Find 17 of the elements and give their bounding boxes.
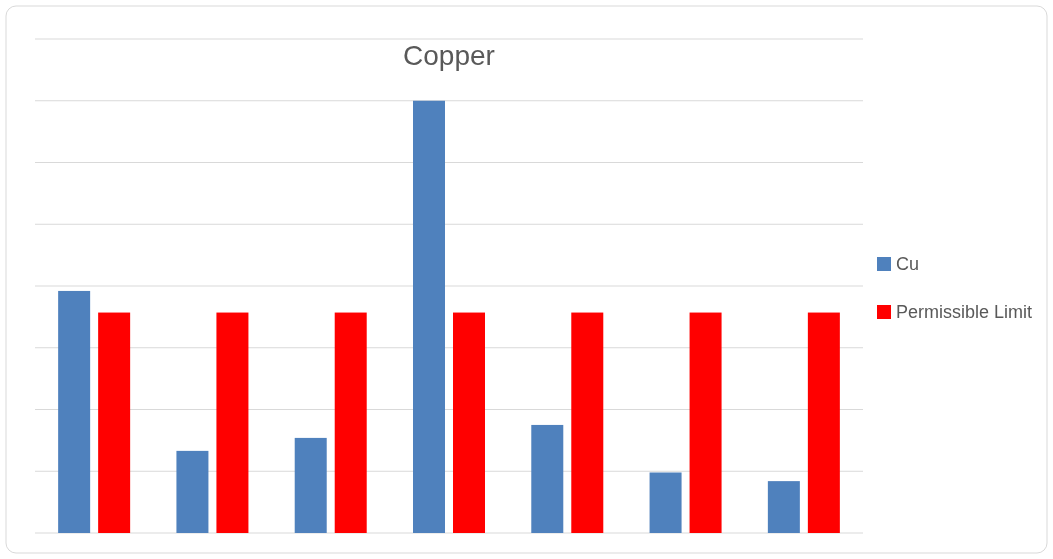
bar [689, 312, 722, 533]
legend-label: Cu [896, 254, 920, 274]
bar [531, 424, 564, 533]
bar [571, 312, 604, 533]
bar [453, 312, 485, 533]
bar [807, 312, 840, 533]
bar [767, 481, 800, 533]
bar [98, 312, 131, 533]
bar [649, 472, 682, 533]
bar [58, 290, 91, 533]
bar [334, 312, 367, 533]
bar [413, 100, 445, 533]
bar [176, 450, 209, 533]
bar [294, 437, 327, 533]
legend-label: Permissible Limit [896, 302, 1033, 322]
bar [216, 312, 249, 533]
chart-title: Copper [403, 40, 495, 71]
